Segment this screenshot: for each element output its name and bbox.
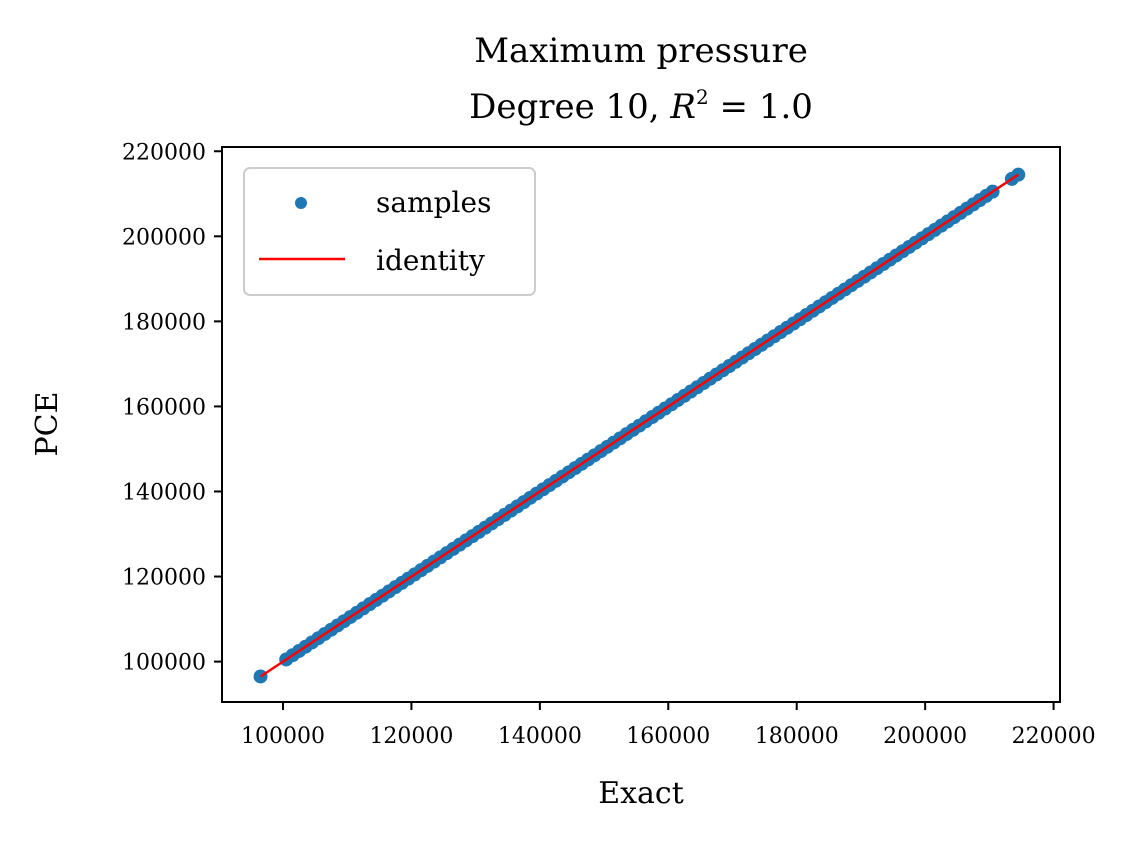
x-axis-label: Exact xyxy=(598,776,684,811)
y-axis-label: PCE xyxy=(30,391,65,456)
y-tick-label: 220000 xyxy=(122,140,206,165)
y-tick-label: 160000 xyxy=(122,395,206,420)
legend-samples-marker xyxy=(295,197,307,209)
subtitle-superscript: 2 xyxy=(696,85,709,109)
legend-identity-label: identity xyxy=(376,244,485,277)
legend-samples-label: samples xyxy=(376,186,491,219)
y-tick-label: 120000 xyxy=(122,566,206,591)
subtitle-suffix: = 1.0 xyxy=(709,87,813,127)
x-tick-label: 140000 xyxy=(498,724,582,749)
x-tick-label: 180000 xyxy=(755,724,839,749)
chart-subtitle: Degree 10, R2 = 1.0 xyxy=(469,85,813,127)
x-tick-label: 100000 xyxy=(241,724,325,749)
axis-ticks: 100000 120000 140000 160000 180000 200000 2200… xyxy=(122,140,1096,749)
x-tick-label: 200000 xyxy=(883,724,967,749)
y-tick-label: 140000 xyxy=(122,480,206,505)
subtitle-prefix: Degree 10, xyxy=(469,87,670,127)
chart-title: Maximum pressure xyxy=(474,31,808,71)
plot-frame xyxy=(221,146,1061,703)
x-tick-label: 120000 xyxy=(369,724,453,749)
y-tick-label: 180000 xyxy=(122,310,206,335)
y-tick-label: 200000 xyxy=(122,225,206,250)
legend: samples identity xyxy=(243,167,536,296)
x-tick-label: 160000 xyxy=(626,724,710,749)
legend-box xyxy=(243,167,536,296)
identity-line xyxy=(259,173,1019,678)
x-tick-label: 220000 xyxy=(1012,724,1096,749)
y-tick-label: 100000 xyxy=(122,651,206,676)
subtitle-math-r: R xyxy=(669,87,696,127)
